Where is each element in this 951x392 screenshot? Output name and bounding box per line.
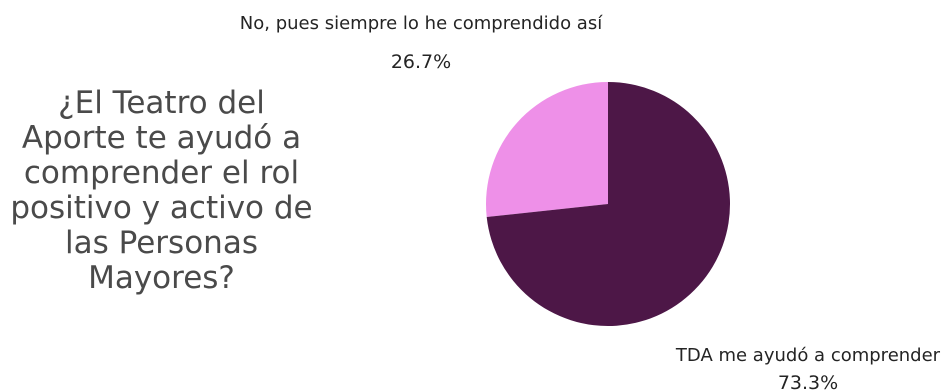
pie-slice-no	[486, 82, 608, 218]
question-text: ¿El Teatro del Aporte te ayudó a compren…	[10, 85, 313, 296]
slice-label-no-value: 26.7%	[391, 51, 451, 73]
slice-label-tda: TDA me ayudó a comprender 73.3%	[675, 345, 941, 392]
slice-label-no: No, pues siempre lo he comprendido así 2…	[240, 13, 603, 73]
pie-slice-tda	[486, 82, 731, 326]
slice-label-no-name: No, pues siempre lo he comprendido así	[240, 13, 603, 34]
slice-label-tda-value: 73.3%	[778, 372, 838, 392]
pie-slices	[486, 82, 731, 326]
slice-label-tda-name: TDA me ayudó a comprender	[675, 345, 941, 366]
